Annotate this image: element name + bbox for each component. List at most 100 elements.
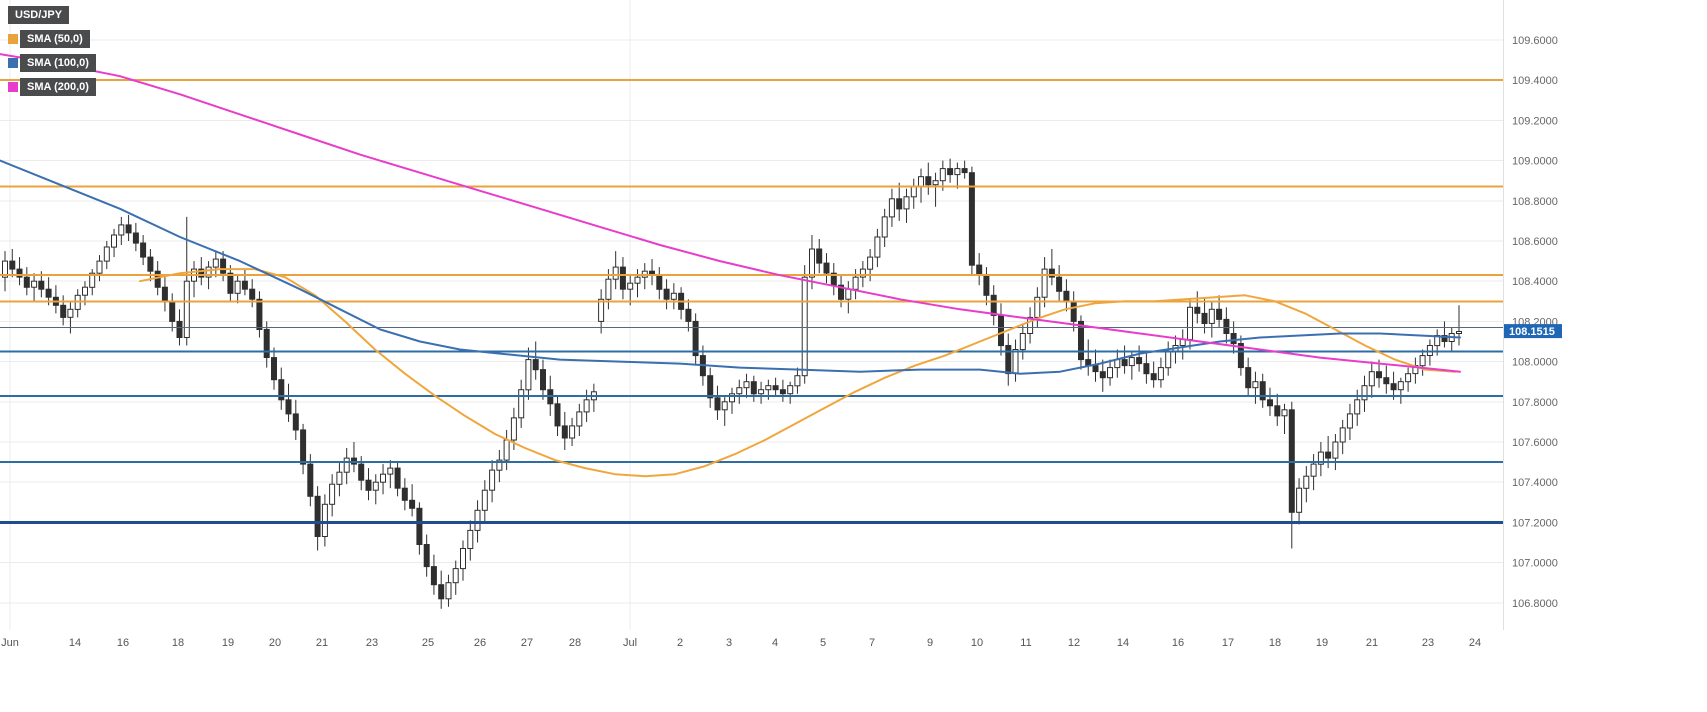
time-tick-label: 23 — [1422, 637, 1434, 649]
candle-down — [1325, 451, 1332, 459]
time-tick-label: 21 — [316, 637, 328, 649]
candle-up — [569, 425, 576, 439]
legend-item-sma200[interactable]: SMA (200,0) — [8, 78, 96, 96]
candle-up — [1114, 359, 1121, 369]
candle-down — [1441, 335, 1448, 342]
sma200-swatch-icon — [8, 82, 18, 92]
candle-down — [961, 168, 968, 174]
candle-up — [1397, 381, 1404, 391]
candle-down — [161, 286, 168, 302]
time-tick-label: 19 — [1316, 637, 1328, 649]
current-price-label: 108.1515 — [1509, 326, 1555, 338]
legend-item-sma50[interactable]: SMA (50,0) — [8, 30, 96, 48]
candle-up — [1165, 351, 1172, 369]
candle-down — [1063, 290, 1070, 302]
sma-line-sma-50 — [139, 268, 1456, 478]
candle-up — [372, 481, 379, 491]
legend-item-sma100[interactable]: SMA (100,0) — [8, 54, 96, 72]
candle-up — [881, 216, 888, 238]
candle-down — [140, 242, 147, 258]
candle-down — [896, 198, 903, 210]
price-tick-label: 109.4000 — [1512, 75, 1558, 87]
candle-down — [1267, 399, 1273, 407]
candle-up — [321, 503, 328, 537]
candle-up — [809, 248, 815, 278]
candle-up — [1361, 385, 1368, 401]
candle-up — [510, 417, 517, 441]
candle-down — [1201, 312, 1208, 324]
candle-up — [1252, 381, 1259, 389]
price-tick-label: 109.6000 — [1512, 35, 1558, 47]
candle-down — [1237, 343, 1244, 369]
month-gridlines — [9, 0, 631, 630]
sma-line-sma-200 — [0, 53, 1461, 373]
candle-up — [445, 582, 452, 600]
candle-down — [198, 268, 205, 278]
candle-up — [874, 236, 881, 258]
candle-down — [619, 266, 626, 290]
time-tick-label: 3 — [726, 637, 732, 649]
candle-down — [692, 320, 699, 357]
candle-down — [1288, 409, 1295, 513]
candle-up — [1027, 316, 1034, 334]
legend-row-symbol: USD/JPY — [8, 6, 96, 24]
time-tick-label: 25 — [422, 637, 434, 649]
candle-down — [1048, 268, 1055, 278]
candle-down — [307, 463, 314, 497]
price-tick-label: 108.0000 — [1512, 357, 1558, 369]
candle-up — [67, 308, 74, 318]
time-tick-label: 11 — [1020, 637, 1031, 649]
candle-down — [38, 280, 45, 290]
candle-up — [1346, 413, 1353, 429]
price-tick-label: 109.0000 — [1512, 156, 1558, 168]
horizontal-level-lines — [0, 79, 1503, 524]
time-tick-label: 23 — [366, 637, 378, 649]
candle-down — [968, 172, 975, 266]
candle-down — [423, 544, 430, 568]
candle-up — [1041, 268, 1048, 298]
candle-up — [205, 266, 212, 278]
chart-legend: USD/JPY SMA (50,0) SMA (100,0) SMA (200,… — [8, 6, 96, 96]
candle-up — [74, 294, 81, 310]
candle-up — [82, 286, 88, 296]
candle-down — [685, 308, 692, 322]
candle-up — [1019, 333, 1026, 351]
current-price-badge: 108.1515 — [1504, 324, 1562, 339]
candle-down — [1099, 371, 1106, 379]
sma-line-sma-100 — [0, 159, 1461, 375]
candle-up — [598, 298, 605, 322]
candle-up — [518, 389, 525, 419]
price-tick-label: 108.6000 — [1512, 236, 1558, 248]
candle-up — [670, 292, 677, 300]
time-tick-label: 5 — [820, 637, 826, 649]
time-tick-label: 24 — [1469, 637, 1481, 649]
candle-up — [1426, 345, 1433, 356]
price-tick-label: 107.0000 — [1512, 558, 1558, 570]
candle-down — [1259, 381, 1266, 401]
candle-up — [489, 469, 496, 491]
candle-down — [779, 389, 786, 395]
candle-up — [867, 256, 874, 270]
candle-up — [801, 276, 808, 377]
candle-down — [983, 274, 990, 296]
candle-down — [45, 288, 52, 298]
candle-down — [9, 260, 16, 270]
candle-up — [31, 280, 38, 288]
sma100-swatch-icon — [8, 58, 18, 68]
sma50-swatch-icon — [8, 34, 18, 44]
candle-up — [845, 288, 852, 300]
candle-up — [387, 467, 394, 475]
candle-up — [1339, 427, 1346, 443]
candle-down — [1245, 367, 1252, 389]
time-tick-label: 19 — [222, 637, 234, 649]
candle-down — [169, 300, 176, 322]
candle-down — [772, 385, 779, 391]
candle-down — [125, 224, 132, 234]
candle-down — [1056, 276, 1063, 292]
candle-up — [2, 260, 8, 278]
candle-up — [503, 439, 510, 461]
time-tick-label: Jun — [1, 637, 19, 649]
candle-up — [1456, 331, 1462, 334]
candle-down — [401, 487, 408, 501]
